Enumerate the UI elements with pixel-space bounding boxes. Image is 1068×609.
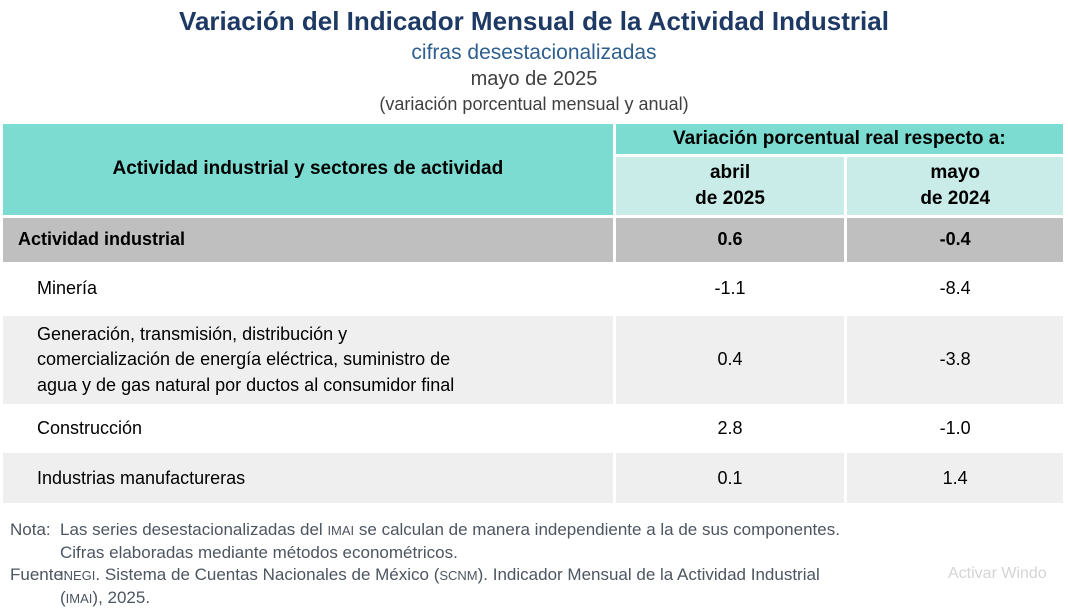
value-abril: 0.6 [615,217,845,262]
table-body: Actividad industrial 0.6 -0.4 Minería -1… [3,217,1063,504]
acronym-scnm: SCNM [439,568,478,584]
period-label: mayo de 2025 [470,68,598,91]
row-label: Actividad industrial [3,217,613,262]
row-label: Minería [3,264,613,313]
value-abril: 0.1 [615,453,845,504]
row-label: Generación, transmisión, distribución y … [3,315,613,405]
value-mayo: -1.0 [847,407,1063,451]
value-mayo: -0.4 [847,217,1063,262]
value-abril: 2.8 [615,407,845,451]
nota-label: Nota: [10,520,51,540]
header-block: Variación del Indicador Mensual de la Ac… [0,0,1068,116]
table-row-manufacturas: Industrias manufactureras 0.1 1.4 [3,453,1063,504]
fuente-text-segment: . Sistema de Cuentas Nacionales de Méxic… [95,565,440,585]
imai-table: Actividad industrial y sectores de activ… [0,121,1066,507]
value-mayo: -8.4 [847,264,1063,313]
fuente-line-2: (IMAI), 2025. [60,587,1068,609]
acronym-imai: IMAI [327,523,355,539]
fuente-label: Fuente: [10,565,68,585]
value-mayo: 1.4 [847,453,1063,504]
fuente-row: Fuente: INEGI. Sistema de Cuentas Nacion… [10,564,1068,609]
table-row-actividad-industrial: Actividad industrial 0.6 -0.4 [3,217,1063,262]
table-row-mineria: Minería -1.1 -8.4 [3,264,1063,313]
page-subtitle: cifras desestacionalizadas [411,40,657,64]
acronym-inegi: INEGI [60,568,96,584]
nota-row: Nota: Las series desestacionalizadas del… [10,519,1068,564]
value-abril: 0.4 [615,315,845,405]
acronym-imai: IMAI [65,590,93,606]
table-header: Actividad industrial y sectores de activ… [3,123,1063,215]
row-label: Construcción [3,407,613,451]
fuente-text: INEGI. Sistema de Cuentas Nacionales de … [60,564,1068,609]
windows-activation-watermark: Activar Windo [948,565,1047,582]
nota-text-segment: Las series desestacionalizadas del [60,520,328,540]
nota-line-2: Cifras elaboradas mediante métodos econo… [60,542,458,562]
footnotes: Nota: Las series desestacionalizadas del… [10,519,1068,609]
fuente-text-segment: ). Indicador Mensual de la Actividad Ind… [477,565,820,585]
table-header-row-periods: abril de 2025 mayo de 2024 [3,156,1063,215]
column-header-group: Variación porcentual real respecto a: [615,123,1063,154]
table-row-construccion: Construcción 2.8 -1.0 [3,407,1063,451]
column-header-activity: Actividad industrial y sectores de activ… [3,123,613,215]
nota-text-segment: se calculan de manera independiente a la… [354,520,840,540]
row-label: Industrias manufactureras [3,453,613,504]
unit-note: (variación porcentual mensual y anual) [379,94,689,115]
column-header-mayo-2024: mayo de 2024 [847,156,1063,215]
nota-text: Las series desestacionalizadas del IMAI … [60,519,1068,564]
page-title: Variación del Indicador Mensual de la Ac… [179,6,889,36]
table-header-row-group: Actividad industrial y sectores de activ… [3,123,1063,215]
column-header-abril-2025: abril de 2025 [615,156,845,215]
fuente-line-1: INEGI. Sistema de Cuentas Nacionales de … [60,564,1068,586]
value-abril: -1.1 [615,264,845,313]
value-mayo: -3.8 [847,315,1063,405]
table-row-energia: Generación, transmisión, distribución y … [3,315,1063,405]
nota-line-1: Las series desestacionalizadas del IMAI … [60,519,1068,541]
fuente-text-segment: ), 2025. [92,587,151,607]
